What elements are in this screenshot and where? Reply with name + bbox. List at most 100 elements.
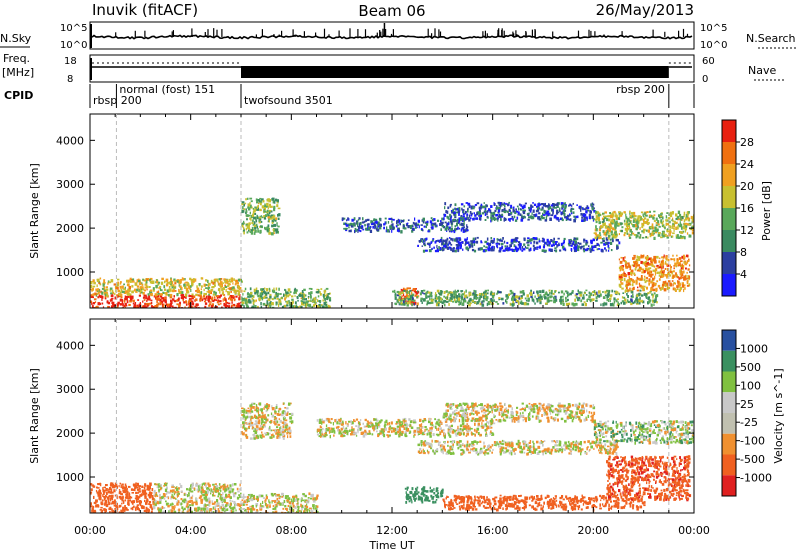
scatter-cell (302, 494, 306, 497)
scatter-cell (177, 500, 180, 504)
scatter-cell (161, 505, 164, 510)
scatter-cell (530, 215, 532, 219)
scatter-cell (583, 249, 586, 253)
scatter-cell (142, 278, 145, 281)
scatter-cell (610, 215, 613, 219)
scatter-cell (318, 300, 320, 302)
scatter-cell (460, 290, 463, 293)
scatter-cell (645, 229, 648, 232)
scatter-cell (283, 293, 285, 297)
scatter-cell (576, 215, 579, 219)
scatter-cell (252, 211, 255, 214)
scatter-cell (655, 221, 658, 224)
scatter-cell (181, 277, 184, 280)
scatter-cell (462, 209, 465, 212)
scatter-cell (650, 262, 654, 266)
scatter-cell (440, 236, 443, 240)
scatter-cell (253, 288, 256, 292)
scatter-cell (164, 488, 168, 492)
scatter-cell (144, 294, 147, 297)
scatter-cell (281, 296, 283, 299)
scatter-cell (152, 306, 154, 308)
scatter-cell (594, 236, 597, 239)
scatter-cell (450, 291, 453, 294)
scatter-cell (240, 280, 243, 284)
scatter-cell (212, 490, 214, 494)
scatter-cell (536, 299, 539, 303)
scatter-cell (449, 213, 451, 217)
scatter-cell (324, 294, 328, 297)
scatter-cell (137, 279, 141, 283)
scatter-cell (284, 297, 286, 301)
scatter-cell (650, 281, 653, 284)
scatter-cell (625, 260, 627, 264)
scatter-cell (443, 295, 445, 298)
scatter-cell (602, 230, 605, 234)
scatter-cell (156, 293, 158, 296)
scatter-cell (641, 277, 643, 280)
scatter-cell (431, 223, 434, 227)
scatter-cell (589, 210, 592, 214)
scatter-cell (126, 492, 129, 496)
scatter-cell (485, 298, 488, 302)
scatter-cell (498, 242, 501, 246)
scatter-cell (206, 510, 208, 513)
scatter-cell (663, 269, 665, 273)
scatter-cell (675, 234, 677, 237)
scatter-cell (444, 241, 448, 245)
scatter-cell (458, 238, 462, 241)
scatter-cell (207, 279, 209, 284)
scatter-cell (250, 200, 253, 203)
scatter-cell (610, 230, 613, 234)
scatter-cell (498, 203, 502, 207)
scatter-cell (212, 286, 215, 289)
scatter-cell (612, 233, 615, 237)
scatter-cell (512, 218, 514, 222)
scatter-cell (484, 289, 487, 293)
scatter-cell (120, 493, 123, 496)
scatter-cell (291, 301, 293, 305)
scatter-cell (515, 210, 519, 213)
scatter-cell (180, 503, 182, 506)
scatter-cell (271, 289, 274, 293)
scatter-cell (116, 496, 118, 500)
scatter-cell (147, 493, 150, 497)
scatter-cell (241, 496, 243, 499)
scatter-cell (638, 236, 641, 239)
scatter-cell (634, 268, 637, 270)
scatter-cell (434, 293, 438, 298)
scatter-cell (150, 305, 153, 308)
scatter-cell (477, 247, 481, 251)
colorbar-tick-label: 12 (740, 224, 754, 237)
scatter-cell (202, 490, 206, 494)
scatter-cell (680, 267, 683, 270)
scatter-cell (642, 213, 644, 217)
scatter-cell (253, 216, 256, 220)
scatter-cell (214, 278, 216, 281)
scatter-cell (685, 277, 688, 280)
scatter-cell (582, 207, 584, 211)
scatter-cell (185, 499, 187, 504)
scatter-cell (105, 488, 108, 492)
scatter-cell (643, 285, 646, 288)
scatter-cell (450, 217, 452, 220)
scatter-cell (681, 267, 684, 270)
scatter-cell (215, 293, 217, 296)
scatter-cell (631, 264, 634, 267)
scatter-cell (598, 290, 601, 294)
scatter-cell (641, 268, 645, 271)
scatter-cell (168, 305, 171, 308)
scatter-cell (163, 292, 167, 295)
scatter-cell (459, 246, 462, 250)
scatter-cell (639, 297, 641, 300)
scatter-cell (148, 495, 152, 499)
scatter-cell (134, 282, 138, 286)
scatter-cell (446, 246, 449, 250)
scatter-cell (137, 483, 139, 486)
scatter-cell (606, 289, 610, 292)
scatter-cell (641, 222, 643, 226)
scatter-cell (666, 212, 669, 214)
scatter-cell (596, 291, 598, 295)
scatter-cell (259, 215, 261, 218)
scatter-cell (90, 301, 93, 303)
